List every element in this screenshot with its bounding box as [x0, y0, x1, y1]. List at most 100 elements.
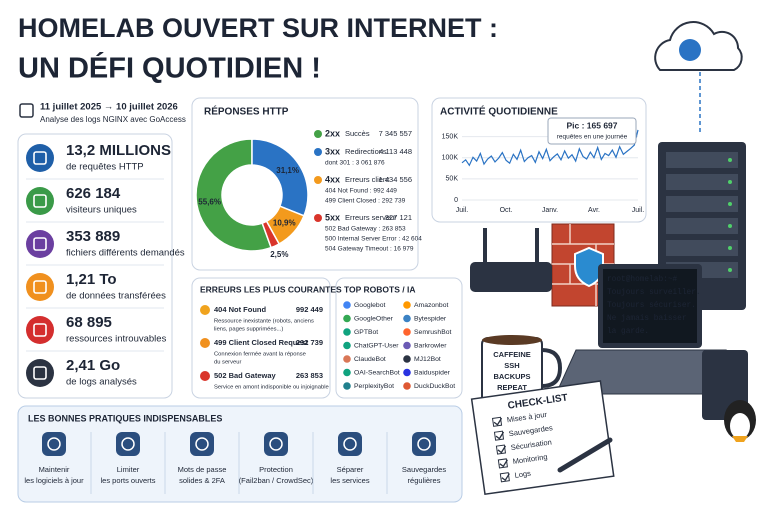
annotation: Pic : 165 697 — [566, 120, 617, 130]
error-code: 502 Bad Gateway — [214, 371, 277, 380]
slice-label: 55,6% — [198, 198, 221, 207]
legend-detail: 502 Bad Gateway : 263 853 — [325, 226, 406, 233]
stat-glyph — [33, 366, 47, 380]
robot-icon — [343, 328, 351, 336]
robot-name: Barkrowler — [414, 342, 447, 349]
y-tick-label: 50K — [446, 176, 459, 183]
practice-label: Protection — [259, 465, 293, 474]
checkbox — [499, 472, 510, 483]
robot-icon — [343, 301, 351, 309]
mug-text: REPEAT — [497, 383, 527, 392]
practice-icon — [264, 432, 288, 456]
mug-handle — [541, 348, 563, 388]
legend-dot — [314, 214, 322, 222]
error-icon — [200, 305, 210, 315]
stats-panel — [17, 133, 173, 399]
error-description: Ressource inexistante (robots, anciens — [214, 319, 314, 325]
stat-icon — [26, 144, 54, 172]
y-tick-label: 150K — [442, 133, 459, 140]
practice-label: les ports ouverts — [100, 476, 155, 485]
stat-value: 2,41 Go — [66, 357, 120, 374]
subtitle: Analyse des logs NGINX avec GoAccess — [40, 115, 186, 124]
router — [470, 262, 552, 292]
robot-icon — [403, 355, 411, 363]
robot-icon — [343, 382, 351, 390]
pen — [557, 437, 613, 473]
terminal-line: Ne jamais baisser — [607, 315, 687, 323]
stat-label: fichiers différents demandés — [66, 248, 185, 259]
practice-label: Limiter — [117, 465, 140, 474]
legend-name: Erreurs client — [345, 175, 390, 184]
x-tick-label: Juil. — [632, 207, 645, 214]
legend-dot — [314, 148, 322, 156]
check — [495, 431, 505, 440]
robot-name: DuckDuckBot — [414, 383, 455, 390]
practice-glyph — [269, 437, 283, 451]
period: 11 juillet 2025 → 10 juillet 2026 — [40, 102, 178, 113]
practice-label: Maintenir — [39, 465, 70, 474]
robot-name: PerplexityBot — [354, 383, 394, 390]
stat-label: de données transférées — [66, 291, 166, 302]
checklist-item: Logs — [514, 469, 532, 480]
title: HOMELAB OUVERT SUR INTERNET : — [18, 13, 498, 43]
robot-icon — [403, 328, 411, 336]
error-code: 499 Client Closed Request — [214, 338, 309, 347]
legend-detail: 404 Not Found : 992 449 — [325, 188, 397, 195]
y-tick-label: 0 — [454, 197, 458, 204]
panel-title: TOP ROBOTS / IA — [344, 284, 415, 294]
pie-slice — [195, 138, 273, 252]
x-tick-label: Oct. — [500, 207, 513, 214]
chart-title: ACTIVITÉ QUOTIDIENNE — [440, 105, 558, 118]
practice-icon — [116, 432, 140, 456]
legend-name: Succès — [345, 129, 370, 138]
legend-code: 3xx — [325, 146, 340, 156]
tux-feet — [732, 436, 748, 442]
legend-detail: 499 Client Closed : 292 739 — [325, 198, 406, 205]
errors-panel — [191, 277, 331, 399]
stat-value: 626 184 — [66, 185, 121, 202]
pie-slice — [251, 138, 309, 217]
y-tick-label: 100K — [442, 155, 459, 162]
error-description: Service en amont indisponible ou injoign… — [214, 385, 329, 391]
practice-label: régulières — [408, 476, 441, 485]
checkbox — [497, 458, 508, 469]
robot-name: SemrushBot — [414, 329, 452, 336]
error-description: liens, pages supprimées...) — [214, 327, 283, 333]
practice-label: Séparer — [337, 465, 364, 474]
pie-slice — [261, 220, 281, 249]
line — [461, 129, 639, 167]
coffee — [482, 335, 542, 345]
practice-label: solides & 2FA — [179, 476, 225, 485]
slice-label: 31,1% — [276, 166, 299, 175]
mug-text: CAFFEINE — [493, 350, 531, 359]
stat-glyph — [33, 237, 47, 251]
practice-glyph — [121, 437, 135, 451]
practice-glyph — [417, 437, 431, 451]
legend-code: 2xx — [325, 128, 340, 138]
robot-icon — [403, 341, 411, 350]
robot-name: Baiduspider — [414, 369, 451, 376]
stat-value: 353 889 — [66, 228, 120, 245]
practice-icon — [338, 432, 362, 456]
practice-glyph — [195, 437, 209, 451]
stat-icon — [26, 316, 54, 344]
legend-dot — [314, 130, 322, 138]
title: UN DÉFI QUOTIDIEN ! — [18, 51, 321, 85]
robot-name: GoogleOther — [354, 315, 394, 322]
stat-glyph — [33, 323, 47, 337]
stat-label: ressources introuvables — [66, 334, 167, 345]
chart-title: RÉPONSES HTTP — [204, 105, 289, 118]
stat-glyph — [33, 280, 47, 294]
antennas — [483, 228, 539, 262]
legend-code: 4xx — [325, 174, 340, 184]
robot-icon — [403, 314, 411, 323]
practice-icon — [190, 432, 214, 456]
terminal-line: Toujours surveiller. — [607, 289, 701, 297]
robots-panel — [335, 277, 463, 399]
error-description: Connexion fermée avant la réponse — [214, 352, 306, 358]
legend-name: Erreurs serveur — [345, 213, 397, 222]
slice-label: 2,5% — [270, 250, 288, 259]
panel-title: ERREURS LES PLUS COURANTES — [200, 284, 342, 294]
robot-icon — [403, 301, 411, 309]
